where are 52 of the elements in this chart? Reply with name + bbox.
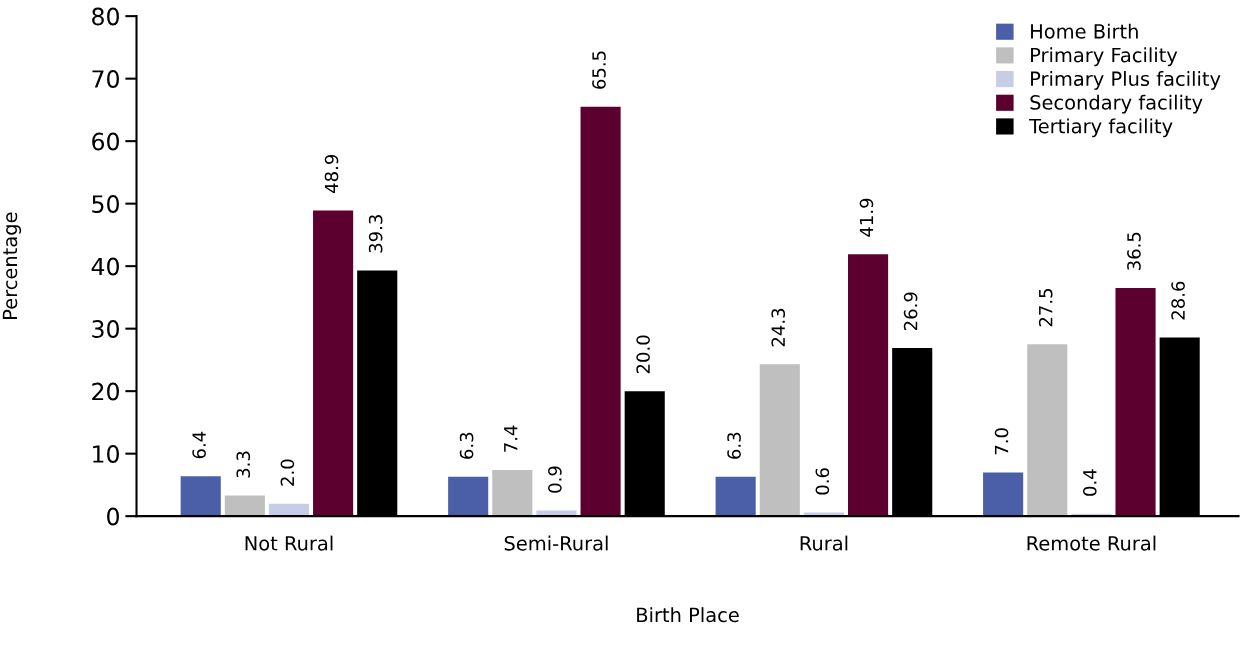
data-label: 6.3: [459, 432, 474, 459]
bar: [1027, 344, 1068, 517]
bar: [180, 476, 221, 517]
legend-label: Secondary facility: [1030, 94, 1203, 114]
bar: [580, 106, 621, 517]
y-tick-label: 30: [92, 320, 119, 338]
legend-label: Primary Plus facility: [1031, 71, 1221, 90]
bar: [759, 364, 800, 517]
y-tick-label: 40: [91, 257, 119, 276]
data-label: 48.9: [324, 154, 339, 193]
x-tick-label: Rural: [800, 535, 848, 551]
bar: [224, 495, 265, 517]
data-label: 41.9: [859, 198, 874, 237]
data-label: 2.0: [280, 459, 295, 486]
x-tick-label: Semi-Rural: [504, 535, 608, 551]
y-tick-label: 80: [92, 7, 119, 26]
y-tick-label: 70: [92, 70, 119, 88]
legend-label: Primary Facility: [1031, 47, 1178, 67]
data-label: 36.5: [1127, 232, 1141, 270]
legend-label: Home Birth: [1031, 23, 1138, 39]
bar: [1115, 288, 1156, 517]
bar: [313, 210, 354, 517]
data-label: 6.4: [192, 431, 206, 459]
data-label: 7.4: [504, 425, 518, 452]
y-axis-title: Percentage: [2, 212, 22, 319]
y-tick-label: 20: [92, 382, 119, 401]
bar: [448, 476, 489, 517]
data-label: 65.5: [592, 51, 606, 89]
legend-label: Tertiary facility: [1029, 118, 1173, 138]
data-label: 24.3: [771, 308, 786, 347]
data-label: 26.9: [903, 292, 918, 331]
y-tick-label: 60: [92, 132, 119, 151]
data-label: 6.3: [727, 432, 741, 459]
x-axis-title: Birth Place: [637, 607, 739, 623]
bar: [492, 469, 533, 517]
y-tick-label: 10: [93, 445, 119, 463]
data-label: 20.0: [636, 335, 650, 374]
data-label: 7.0: [994, 428, 1009, 455]
data-label: 27.5: [1038, 288, 1053, 327]
data-label: 0.9: [548, 466, 562, 493]
data-label: 3.3: [236, 451, 251, 478]
bar: [848, 254, 889, 517]
x-tick-label: Remote Rural: [1027, 535, 1156, 551]
data-label: 0.4: [1082, 469, 1097, 496]
x-tick-label: Not Rural: [245, 535, 333, 551]
bar: [983, 472, 1024, 517]
y-tick-label: 50: [92, 195, 119, 213]
data-label: 28.6: [1171, 281, 1185, 320]
data-label: 39.3: [368, 215, 383, 253]
data-label: 0.6: [815, 468, 830, 495]
y-tick-label: 0: [107, 507, 119, 526]
bar: [715, 476, 756, 517]
